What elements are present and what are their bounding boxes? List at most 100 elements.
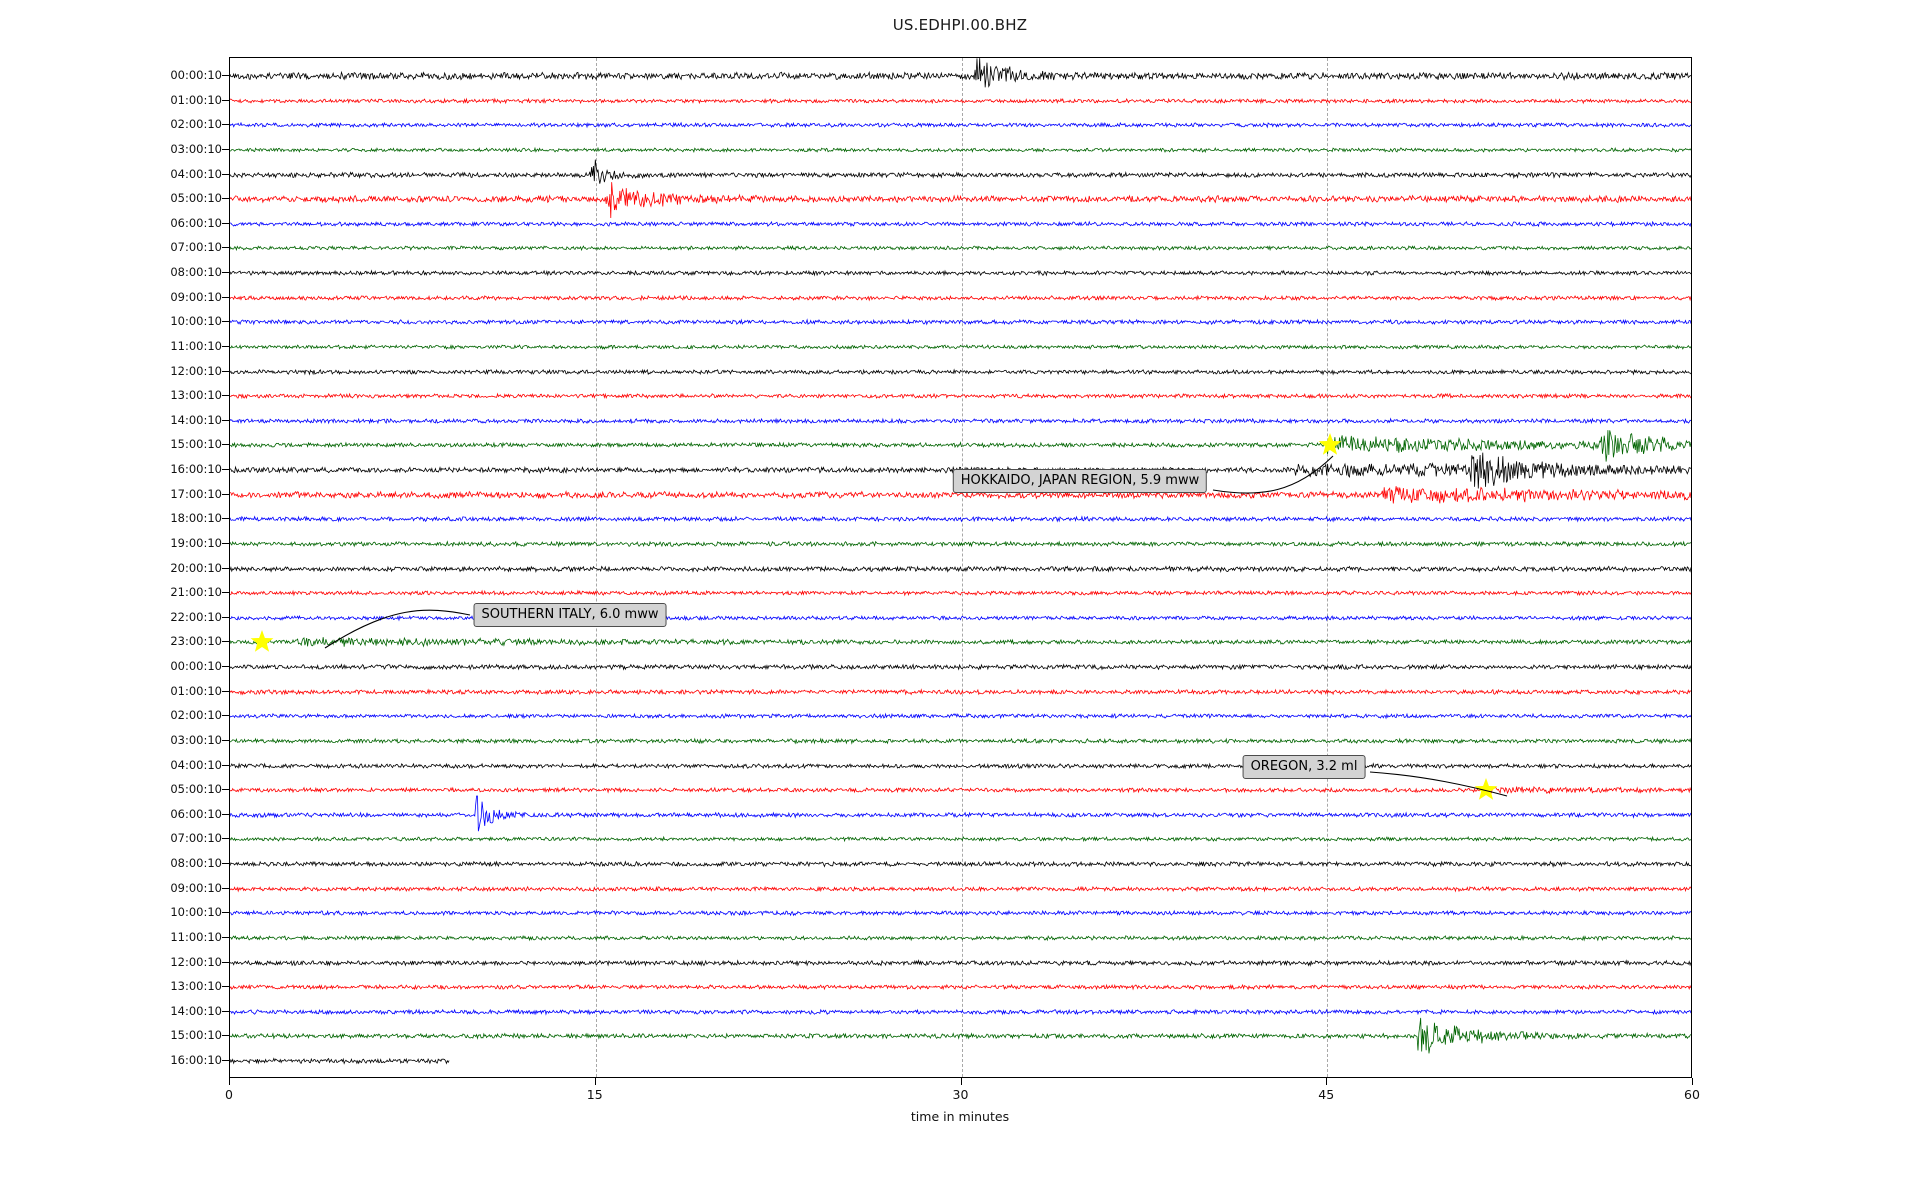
gridline-45 bbox=[1327, 58, 1329, 1077]
annotation-southern-italy[interactable]: SOUTHERN ITALY, 6.0 mww bbox=[473, 603, 667, 627]
y-axis-label: 00:00:10 bbox=[170, 659, 222, 673]
y-axis-label: 11:00:10 bbox=[170, 338, 222, 353]
y-axis-label: 04:00:10 bbox=[170, 166, 222, 181]
y-axis-tick bbox=[222, 813, 230, 815]
trace-row bbox=[230, 967, 1691, 1007]
trace-row bbox=[230, 598, 1691, 638]
x-axis-tick bbox=[1326, 1078, 1328, 1085]
y-axis-label: 20:00:10 bbox=[170, 560, 222, 575]
y-axis-label: 03:00:10 bbox=[170, 732, 222, 747]
x-axis-tick bbox=[1692, 1078, 1693, 1085]
y-axis-tick bbox=[222, 739, 230, 741]
trace-row bbox=[230, 401, 1691, 441]
trace-row bbox=[230, 105, 1691, 145]
trace-row bbox=[230, 992, 1691, 1032]
trace-row bbox=[230, 573, 1691, 613]
y-axis-label: 01:00:10 bbox=[170, 683, 222, 698]
trace-row bbox=[230, 869, 1691, 909]
trace-row bbox=[230, 81, 1691, 121]
x-axis-label: 30 bbox=[952, 1087, 969, 1102]
y-axis-tick bbox=[222, 789, 230, 791]
y-axis-label: 05:00:10 bbox=[170, 191, 222, 206]
y-axis-label: 15:00:10 bbox=[170, 437, 222, 452]
y-axis-tick bbox=[222, 690, 230, 692]
y-axis-label: 23:00:10 bbox=[170, 634, 222, 649]
y-axis-tick bbox=[222, 1035, 230, 1037]
y-axis-label: 17:00:10 bbox=[170, 486, 222, 501]
y-axis-label: 22:00:10 bbox=[170, 609, 222, 624]
x-axis-label: 0 bbox=[225, 1087, 233, 1102]
y-axis-label: 21:00:10 bbox=[170, 585, 222, 600]
y-axis-tick bbox=[222, 912, 230, 914]
y-axis-tick bbox=[222, 345, 230, 347]
y-axis-tick bbox=[222, 272, 230, 273]
y-axis-tick bbox=[222, 222, 230, 224]
y-axis-tick bbox=[222, 641, 230, 643]
y-axis-tick bbox=[222, 124, 230, 126]
y-axis-label: 14:00:10 bbox=[170, 1003, 222, 1018]
y-axis-tick bbox=[222, 444, 230, 446]
trace-row bbox=[230, 524, 1691, 564]
trace-row bbox=[230, 179, 1691, 219]
y-axis-tick bbox=[222, 936, 230, 938]
y-axis-tick bbox=[222, 715, 230, 717]
y-axis-tick bbox=[222, 296, 230, 298]
trace-row bbox=[230, 549, 1691, 589]
trace-row bbox=[230, 918, 1691, 958]
trace-row bbox=[230, 204, 1691, 244]
trace-row bbox=[230, 943, 1691, 983]
trace-row bbox=[230, 746, 1691, 786]
y-axis-label: 01:00:10 bbox=[170, 92, 222, 107]
x-axis-label: 45 bbox=[1318, 1087, 1335, 1102]
y-axis-label: 07:00:10 bbox=[170, 240, 222, 255]
y-axis-label: 12:00:10 bbox=[170, 363, 222, 378]
y-axis-label: 05:00:10 bbox=[170, 782, 222, 797]
y-axis-label: 00:00:10 bbox=[170, 68, 222, 82]
y-axis-tick bbox=[222, 616, 230, 618]
y-axis-label: 14:00:10 bbox=[170, 412, 222, 427]
y-axis-tick bbox=[222, 148, 230, 150]
y-axis-tick bbox=[222, 863, 230, 864]
trace-row bbox=[230, 376, 1691, 416]
y-axis-tick bbox=[222, 518, 230, 520]
annotation-hokkaido[interactable]: HOKKAIDO, JAPAN REGION, 5.9 mww bbox=[952, 469, 1208, 493]
x-axis-label: 60 bbox=[1684, 1087, 1700, 1102]
y-axis-label: 18:00:10 bbox=[170, 511, 222, 526]
y-axis-label: 11:00:10 bbox=[170, 929, 222, 944]
y-axis-tick bbox=[222, 75, 230, 76]
y-axis-label: 06:00:10 bbox=[170, 806, 222, 821]
y-axis-tick bbox=[222, 542, 230, 544]
trace-row bbox=[230, 327, 1691, 367]
trace-row bbox=[230, 696, 1691, 736]
x-axis-tick bbox=[229, 1078, 230, 1085]
trace-row bbox=[230, 721, 1691, 761]
y-axis-tick bbox=[222, 838, 230, 840]
annotation-oregon[interactable]: OREGON, 3.2 ml bbox=[1242, 755, 1366, 779]
y-axis-label: 02:00:10 bbox=[170, 708, 222, 723]
trace-row bbox=[230, 795, 1691, 835]
x-axis-label: 15 bbox=[586, 1087, 603, 1102]
trace-row bbox=[230, 352, 1691, 392]
y-axis-tick bbox=[222, 986, 230, 988]
plot-area[interactable] bbox=[229, 57, 1692, 1078]
trace-row bbox=[230, 58, 1691, 96]
y-axis-tick bbox=[222, 493, 230, 495]
y-axis-label: 19:00:10 bbox=[170, 535, 222, 550]
trace-row bbox=[230, 499, 1691, 539]
y-axis-tick bbox=[222, 198, 230, 200]
y-axis-tick bbox=[222, 567, 230, 569]
gridline-30 bbox=[961, 58, 964, 1077]
y-axis-label: 10:00:10 bbox=[170, 314, 222, 329]
y-axis-label: 02:00:10 bbox=[170, 117, 222, 132]
y-axis-tick bbox=[222, 370, 230, 372]
y-axis-label: 13:00:10 bbox=[170, 388, 222, 403]
y-axis-tick bbox=[222, 395, 230, 397]
y-axis-tick bbox=[222, 321, 230, 323]
y-axis-tick bbox=[222, 99, 230, 101]
trace-row bbox=[230, 302, 1691, 342]
plot-inner bbox=[230, 58, 1691, 1077]
trace-row bbox=[230, 647, 1691, 687]
y-axis-tick bbox=[222, 469, 230, 470]
page-title: US.EDHPI.00.BHZ bbox=[892, 16, 1028, 34]
